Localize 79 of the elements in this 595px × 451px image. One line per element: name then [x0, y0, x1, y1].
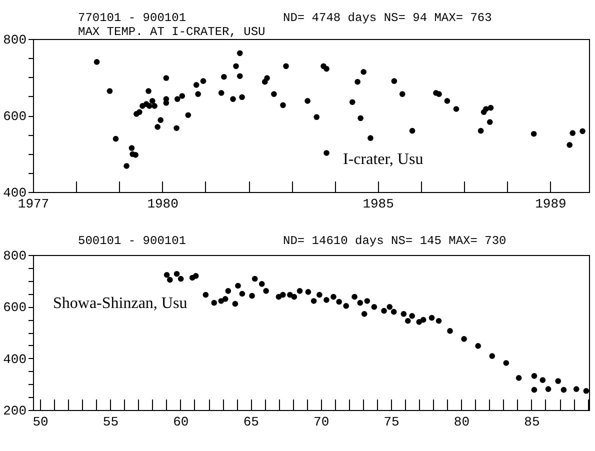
- chart-title: 770101 - 900101: [78, 11, 186, 25]
- point: [343, 302, 350, 309]
- annotation: Showa-Shinzan, Usu: [53, 295, 188, 312]
- point: [352, 294, 358, 300]
- point: [324, 297, 330, 303]
- point: [371, 304, 378, 310]
- point: [222, 296, 228, 302]
- point: [428, 314, 435, 321]
- point: [475, 343, 481, 349]
- point: [573, 386, 580, 392]
- y-tick-label: 600: [3, 109, 26, 124]
- x-tick-label: 70: [314, 414, 330, 430]
- point: [316, 292, 322, 298]
- point: [225, 288, 232, 294]
- point: [211, 300, 218, 306]
- y-tick-label: 600: [3, 300, 26, 316]
- point: [409, 313, 416, 319]
- point: [531, 386, 538, 393]
- point: [296, 288, 303, 294]
- point: [461, 336, 467, 342]
- point: [416, 319, 422, 325]
- y-tick-label: 400: [3, 352, 26, 367]
- point: [400, 310, 407, 317]
- text: ND= 4748 days NS= 94 MAX= 763: [283, 11, 492, 25]
- y-tick-label: 200: [3, 404, 26, 418]
- point: [516, 375, 522, 381]
- point: [202, 292, 209, 298]
- point: [420, 316, 426, 323]
- point: [336, 298, 342, 305]
- x-tick-label: 80: [454, 414, 470, 430]
- point: [560, 386, 567, 393]
- point: [252, 276, 258, 282]
- point: [166, 276, 173, 283]
- point: [235, 282, 241, 289]
- x-tick-label: 65: [243, 414, 259, 430]
- point: [164, 272, 170, 278]
- x-tick-label: 85: [524, 414, 540, 430]
- point: [330, 294, 336, 300]
- point: [404, 318, 411, 324]
- point: [489, 353, 496, 359]
- point: [258, 281, 265, 287]
- x-tick-label: 60: [173, 414, 189, 430]
- point: [540, 377, 546, 383]
- point: [178, 276, 184, 282]
- point: [555, 378, 562, 384]
- point: [436, 318, 442, 324]
- point: [239, 290, 246, 297]
- point: [364, 298, 370, 304]
- x-tick-label: 1989: [535, 196, 566, 212]
- point: [249, 292, 255, 299]
- y-tick-label: 800: [3, 248, 26, 264]
- chart-subtitle: MAX TEMP. AT I-CRATER, USU: [78, 25, 266, 39]
- point: [381, 308, 387, 314]
- point: [361, 310, 368, 317]
- point: [583, 388, 590, 394]
- x-tick-label: 55: [102, 414, 119, 430]
- point: [447, 328, 453, 334]
- point: [531, 372, 538, 379]
- point: [503, 360, 510, 366]
- point: [263, 288, 269, 294]
- annotation: I-crater, Usu: [343, 151, 424, 168]
- point: [291, 294, 298, 300]
- point: [545, 386, 552, 392]
- point: [174, 270, 180, 277]
- x-tick-label: 75: [384, 414, 400, 430]
- point: [390, 308, 397, 315]
- y-tick-label: 800: [3, 32, 26, 48]
- point: [192, 273, 199, 279]
- point: [310, 298, 317, 304]
- x-tick-label: 1980: [147, 196, 178, 212]
- point: [232, 300, 238, 307]
- point: [305, 289, 312, 295]
- point: [357, 300, 364, 306]
- point: [386, 304, 393, 310]
- x-tick-label: 1985: [362, 196, 394, 212]
- text: ND= 14610 days NS= 145 MAX= 730: [283, 234, 506, 248]
- x-tick-label: 50: [32, 414, 48, 430]
- point: [280, 292, 286, 298]
- chart-title: 500101 - 900101: [78, 234, 186, 248]
